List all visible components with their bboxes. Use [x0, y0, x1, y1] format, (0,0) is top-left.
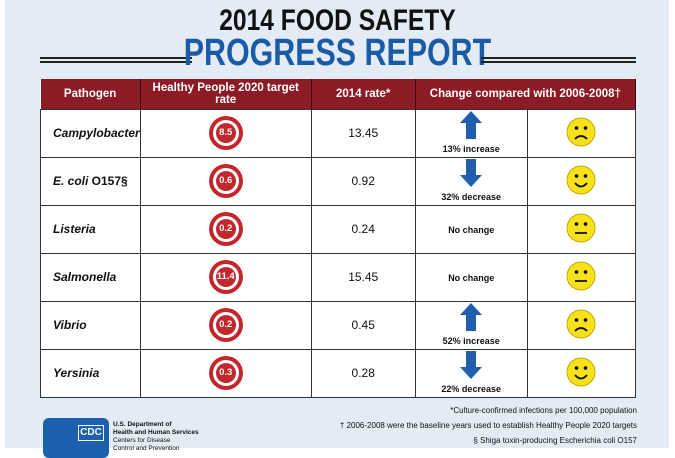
change-cell: 52% increase	[414, 300, 528, 350]
footnote-1: *Culture-confirmed infections per 100,00…	[450, 406, 637, 415]
happy-face-icon	[566, 165, 596, 194]
pathogen-cell: Salmonella	[40, 252, 141, 302]
rate-cell: 13.45	[310, 108, 416, 158]
title-line2: PROGRESS REPORT	[183, 32, 492, 74]
dept-line: Centers for Disease	[113, 437, 171, 444]
rate-cell: 0.92	[310, 156, 416, 206]
dept-line: Control and Prevention	[113, 445, 180, 452]
target-icon: 0.2	[208, 212, 243, 246]
target-cell: 0.3	[139, 348, 312, 398]
face-cell	[526, 156, 637, 206]
change-cell: No change	[414, 204, 528, 254]
dept-line: Health and Human Services	[113, 429, 199, 436]
title-line1: 2014 FOOD SAFETY	[219, 4, 456, 37]
target-cell: 0.2	[139, 204, 312, 254]
face-cell	[526, 300, 637, 350]
pathogen-cell: Listeria	[40, 204, 141, 254]
target-icon: 0.6	[208, 164, 243, 198]
footnote-3: § Shiga toxin-producing Escherichia coli…	[473, 436, 637, 445]
rate-cell: 0.45	[310, 300, 416, 350]
target-cell: 0.6	[139, 156, 312, 206]
arrow-up-icon	[460, 111, 483, 139]
target-icon: 0.3	[208, 356, 243, 390]
target-cell: 0.2	[139, 300, 312, 350]
neutral-face-icon	[566, 213, 596, 242]
happy-face-icon	[566, 357, 596, 386]
pathogen-cell: E. coli O157§	[40, 156, 141, 206]
face-cell	[526, 348, 637, 398]
face-cell	[526, 108, 637, 158]
arrow-up-icon	[460, 303, 483, 331]
rate-cell: 15.45	[310, 252, 416, 302]
target-icon: 0.2	[208, 308, 243, 342]
change-cell: 13% increase	[414, 108, 528, 158]
header-change: Change compared with 2006-2008†	[415, 79, 637, 109]
neutral-face-icon	[566, 261, 596, 290]
table-row: Vibrio 0.2 0.45 52% increase	[40, 300, 637, 350]
title-rule-left	[40, 57, 192, 63]
face-cell	[526, 252, 637, 302]
table-row: E. coli O157§ 0.6 0.92 32% decrease	[40, 156, 637, 206]
table-row: Yersinia 0.3 0.28 22% decrease	[40, 348, 637, 398]
arrow-down-icon	[460, 159, 483, 187]
target-icon: 8.5	[208, 116, 243, 150]
rate-cell: 0.24	[310, 204, 416, 254]
dept-line: U.S. Department of	[113, 421, 172, 428]
change-cell: 22% decrease	[414, 348, 528, 398]
department-name: U.S. Department of Health and Human Serv…	[113, 421, 199, 453]
sad-face-icon	[566, 117, 596, 146]
pathogen-cell: Vibrio	[40, 300, 141, 350]
target-cell: 11.4	[139, 252, 312, 302]
cdc-logo: CDC	[78, 425, 104, 441]
progress-table: Pathogen Healthy People 2020 target rate…	[40, 79, 637, 398]
rate-cell: 0.28	[310, 348, 416, 398]
table-row: Listeria 0.2 0.24 No change	[40, 204, 637, 254]
target-icon: 11.4	[208, 260, 243, 294]
sad-face-icon	[566, 309, 596, 338]
face-cell	[526, 204, 637, 254]
table-row: Salmonella 11.4 15.45 No change	[40, 252, 637, 302]
header-target: Healthy People 2020 target rate	[140, 79, 312, 109]
pathogen-cell: Yersinia	[40, 348, 141, 398]
change-cell: No change	[414, 252, 528, 302]
header-rate: 2014 rate*	[311, 79, 416, 109]
arrow-down-icon	[460, 351, 483, 379]
pathogen-cell: Campylobacter	[40, 108, 141, 158]
header-pathogen: Pathogen	[40, 79, 141, 109]
change-cell: 32% decrease	[414, 156, 528, 206]
title-rule-right	[481, 57, 636, 63]
target-cell: 8.5	[139, 108, 312, 158]
table-row: Campylobacter 8.5 13.45 13% increase	[40, 108, 637, 158]
footnote-2: † 2006-2008 were the baseline years used…	[339, 421, 637, 430]
